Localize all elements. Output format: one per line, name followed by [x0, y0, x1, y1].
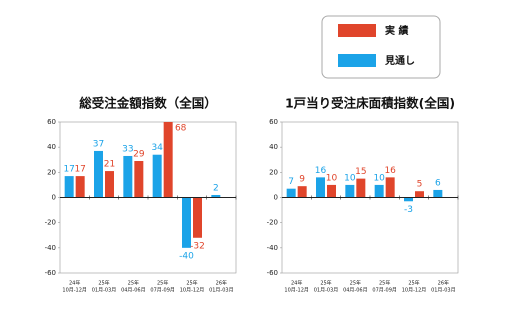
x-tick-label: 01月-03月 — [314, 288, 339, 294]
y-tick-label: 40 — [269, 143, 278, 151]
x-tick-label: 07月-09月 — [372, 288, 397, 294]
bar — [75, 176, 85, 198]
bars — [286, 177, 443, 202]
value-label: 10 — [373, 173, 385, 183]
legend-label: 見通し — [384, 55, 415, 67]
value-label: 10 — [344, 173, 356, 183]
y-tick-label: 20 — [47, 168, 56, 176]
value-label: 33 — [122, 144, 133, 154]
x-tick-label: 01月-03月 — [92, 288, 117, 294]
bar — [123, 155, 133, 198]
y-tick-label: -60 — [45, 269, 56, 277]
bar — [297, 186, 307, 198]
y-tick-label: 60 — [47, 118, 56, 126]
bar — [316, 177, 325, 198]
bar — [415, 191, 424, 198]
bar — [345, 184, 355, 198]
value-label: 37 — [93, 139, 104, 149]
value-label: -40 — [179, 251, 194, 261]
bar — [327, 184, 336, 198]
value-label: 17 — [74, 165, 85, 175]
bar — [134, 161, 144, 198]
bar — [152, 154, 162, 198]
y-tick-label: 0 — [52, 194, 56, 202]
x-tick-label: 24年 — [291, 280, 302, 287]
bar — [182, 197, 191, 248]
chart-title: 1戸当り受注床面積指数(全国) — [285, 96, 455, 111]
value-label: 17 — [63, 165, 74, 175]
value-label: 16 — [384, 166, 396, 176]
bar — [64, 176, 74, 198]
y-tick-label: 60 — [269, 118, 278, 126]
value-label: 10 — [326, 173, 338, 183]
bar — [433, 189, 443, 198]
y-tick-label: -20 — [267, 219, 278, 227]
legend-swatch — [338, 54, 376, 67]
value-label: -32 — [190, 241, 205, 251]
x-tick-label: 24年 — [69, 280, 80, 287]
y-tick-label: -40 — [267, 244, 278, 252]
bar — [94, 150, 103, 198]
x-tick-label: 26年 — [438, 280, 449, 287]
value-label: 21 — [104, 160, 115, 170]
y-tick-label: 0 — [274, 194, 278, 202]
bar — [105, 171, 114, 198]
x-tick-label: 26年 — [216, 280, 227, 287]
x-tick-label: 10月-12月 — [402, 288, 427, 294]
x-tick-label: 25年 — [320, 280, 331, 287]
y-tick-label: -20 — [45, 219, 56, 227]
bars — [64, 122, 221, 248]
bar — [286, 188, 296, 198]
x-tick-label: 25年 — [186, 280, 197, 287]
x-tick-label: 25年 — [350, 280, 361, 287]
x-tick-label: 10月-12月 — [180, 288, 205, 294]
value-label: 2 — [213, 183, 219, 193]
x-tick-label: 25年 — [128, 280, 139, 287]
x-tick-label: 04月-06月 — [121, 288, 146, 294]
value-label: 5 — [417, 180, 423, 190]
x-tick-label: 04月-06月 — [343, 288, 368, 294]
bar — [193, 197, 202, 238]
x-tick-label: 01月-03月 — [209, 288, 234, 294]
y-tick-label: 40 — [47, 143, 56, 151]
chart-title: 総受注金額指数（全国） — [79, 96, 217, 111]
bar — [356, 178, 366, 198]
y-tick-label: -40 — [45, 244, 56, 252]
bar — [163, 122, 173, 198]
value-label: 34 — [151, 143, 163, 153]
bar — [404, 197, 413, 202]
bar — [211, 194, 221, 198]
value-label: 6 — [435, 178, 441, 188]
x-tick-label: 07月-09月 — [150, 288, 175, 294]
bar — [374, 184, 384, 198]
x-tick-label: 10月-12月 — [62, 288, 87, 294]
y-tick-label: 20 — [269, 168, 278, 176]
x-tick-label: 10月-12月 — [284, 288, 309, 294]
value-label: 15 — [355, 167, 366, 177]
x-tick-label: 01月-03月 — [431, 288, 456, 294]
legend-swatch — [338, 24, 376, 37]
value-label: 16 — [315, 166, 327, 176]
value-label: 7 — [288, 177, 294, 187]
value-label: 29 — [133, 150, 145, 160]
value-label: 9 — [299, 175, 305, 185]
value-label: -3 — [404, 205, 413, 215]
legend-label: 実 績 — [385, 24, 408, 37]
value-label: 68 — [175, 124, 187, 134]
x-tick-label: 25年 — [157, 280, 168, 287]
y-tick-label: -60 — [267, 269, 278, 277]
x-tick-label: 25年 — [408, 280, 419, 287]
x-tick-label: 25年 — [98, 280, 109, 287]
x-tick-label: 25年 — [379, 280, 390, 287]
bar — [385, 177, 395, 198]
